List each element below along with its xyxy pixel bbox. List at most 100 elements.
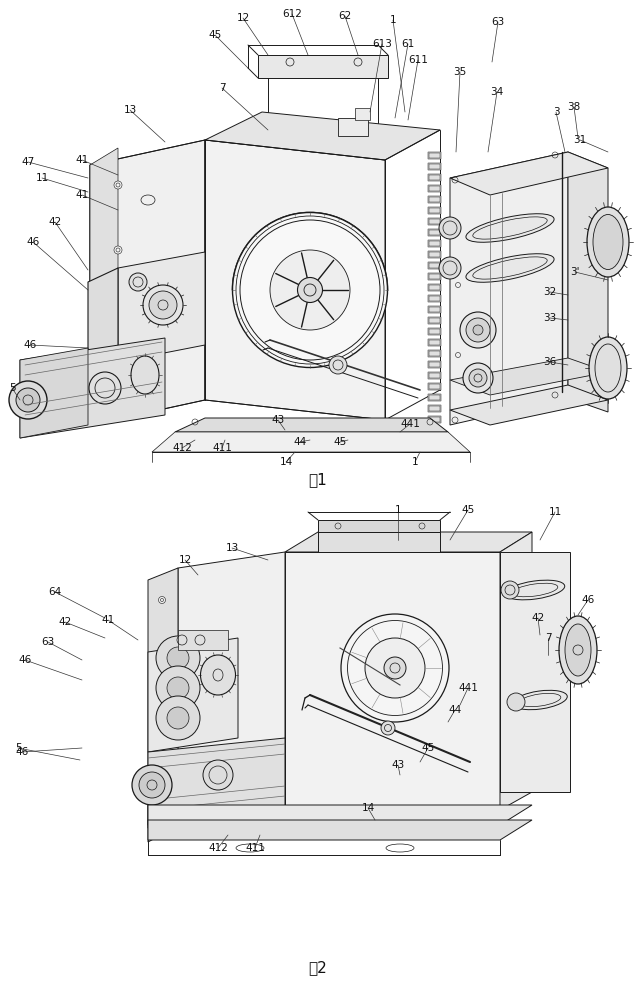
Bar bbox=[429, 362, 440, 367]
Text: 5: 5 bbox=[9, 383, 15, 393]
Polygon shape bbox=[175, 418, 448, 432]
Text: 44: 44 bbox=[448, 705, 462, 715]
Text: 11: 11 bbox=[548, 507, 562, 517]
Ellipse shape bbox=[132, 765, 172, 805]
Ellipse shape bbox=[469, 369, 487, 387]
Text: 41: 41 bbox=[76, 155, 88, 165]
Polygon shape bbox=[285, 532, 532, 552]
Ellipse shape bbox=[565, 624, 591, 676]
Bar bbox=[429, 208, 440, 213]
Text: 44: 44 bbox=[293, 437, 307, 447]
Text: 63: 63 bbox=[492, 17, 504, 27]
Bar bbox=[428, 174, 441, 181]
Text: 7: 7 bbox=[544, 633, 551, 643]
Bar bbox=[428, 383, 441, 390]
Ellipse shape bbox=[158, 596, 165, 603]
Text: 441: 441 bbox=[458, 683, 478, 693]
Text: 36: 36 bbox=[543, 357, 556, 367]
Text: 45: 45 bbox=[209, 30, 221, 40]
Bar bbox=[429, 373, 440, 378]
Ellipse shape bbox=[460, 312, 496, 348]
Bar bbox=[428, 405, 441, 412]
Ellipse shape bbox=[589, 337, 627, 399]
Bar bbox=[429, 307, 440, 312]
Bar bbox=[428, 328, 441, 335]
Bar bbox=[429, 318, 440, 323]
Ellipse shape bbox=[167, 677, 189, 699]
Text: 43: 43 bbox=[391, 760, 404, 770]
Ellipse shape bbox=[167, 647, 189, 669]
Bar bbox=[429, 417, 440, 422]
Text: 46: 46 bbox=[18, 655, 32, 665]
Bar bbox=[429, 164, 440, 169]
Ellipse shape bbox=[507, 693, 525, 711]
Text: 45: 45 bbox=[461, 505, 474, 515]
Ellipse shape bbox=[439, 257, 461, 279]
Ellipse shape bbox=[384, 657, 406, 679]
Ellipse shape bbox=[158, 666, 165, 674]
Bar bbox=[429, 340, 440, 345]
Text: 11: 11 bbox=[36, 173, 48, 183]
Text: 33: 33 bbox=[543, 313, 556, 323]
Bar bbox=[429, 186, 440, 191]
Ellipse shape bbox=[156, 666, 200, 710]
Text: 12: 12 bbox=[178, 555, 191, 565]
Bar bbox=[428, 207, 441, 214]
Bar bbox=[178, 630, 228, 650]
Text: 13: 13 bbox=[225, 543, 238, 553]
Bar bbox=[429, 428, 440, 433]
Text: 41: 41 bbox=[101, 615, 114, 625]
Ellipse shape bbox=[466, 214, 554, 242]
Polygon shape bbox=[148, 568, 178, 842]
Bar bbox=[428, 273, 441, 280]
Polygon shape bbox=[500, 552, 570, 792]
Bar bbox=[428, 163, 441, 170]
Polygon shape bbox=[148, 638, 238, 752]
Polygon shape bbox=[258, 55, 388, 78]
Ellipse shape bbox=[593, 215, 623, 269]
Bar bbox=[429, 285, 440, 290]
Text: 441: 441 bbox=[400, 419, 420, 429]
Polygon shape bbox=[118, 252, 205, 362]
Bar bbox=[429, 296, 440, 301]
Polygon shape bbox=[88, 268, 118, 378]
Bar bbox=[428, 229, 441, 236]
Polygon shape bbox=[205, 140, 385, 420]
Text: 7: 7 bbox=[219, 83, 225, 93]
Bar bbox=[429, 384, 440, 389]
Bar bbox=[429, 406, 440, 411]
Ellipse shape bbox=[203, 760, 233, 790]
Bar bbox=[429, 252, 440, 257]
Bar bbox=[355, 108, 370, 120]
Bar bbox=[429, 329, 440, 334]
Text: 63: 63 bbox=[41, 637, 55, 647]
Ellipse shape bbox=[587, 207, 629, 277]
Ellipse shape bbox=[466, 254, 554, 282]
Ellipse shape bbox=[381, 721, 395, 735]
Bar bbox=[428, 284, 441, 291]
Text: 46: 46 bbox=[581, 595, 595, 605]
Bar bbox=[428, 218, 441, 225]
Text: 42: 42 bbox=[531, 613, 544, 623]
Bar bbox=[428, 306, 441, 313]
Bar bbox=[428, 251, 441, 258]
Text: 41: 41 bbox=[76, 190, 88, 200]
Bar bbox=[428, 185, 441, 192]
Polygon shape bbox=[148, 820, 532, 840]
Text: 46: 46 bbox=[15, 747, 29, 757]
Polygon shape bbox=[20, 348, 88, 438]
Ellipse shape bbox=[501, 581, 519, 599]
Text: 32: 32 bbox=[543, 287, 556, 297]
Polygon shape bbox=[152, 432, 470, 452]
Bar bbox=[429, 197, 440, 202]
Ellipse shape bbox=[463, 363, 493, 393]
Ellipse shape bbox=[16, 388, 40, 412]
Text: 61: 61 bbox=[401, 39, 415, 49]
Bar bbox=[338, 118, 368, 136]
Polygon shape bbox=[450, 385, 608, 425]
Ellipse shape bbox=[129, 273, 147, 291]
Ellipse shape bbox=[114, 381, 122, 389]
Text: 5: 5 bbox=[15, 743, 22, 753]
Ellipse shape bbox=[365, 638, 425, 698]
Text: 411: 411 bbox=[212, 443, 232, 453]
